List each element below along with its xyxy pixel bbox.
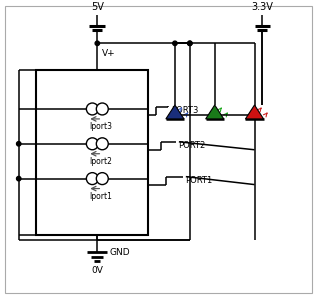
Text: PORT2: PORT2 bbox=[178, 141, 205, 150]
Text: V+: V+ bbox=[102, 49, 116, 58]
Circle shape bbox=[173, 41, 177, 45]
Circle shape bbox=[96, 103, 108, 115]
Text: GND: GND bbox=[109, 248, 130, 257]
Polygon shape bbox=[206, 105, 224, 119]
Circle shape bbox=[95, 41, 100, 45]
Text: 5V: 5V bbox=[91, 2, 104, 12]
Circle shape bbox=[86, 103, 98, 115]
Text: PORT3: PORT3 bbox=[171, 106, 198, 116]
Circle shape bbox=[96, 173, 108, 184]
Circle shape bbox=[86, 138, 98, 150]
Circle shape bbox=[16, 142, 21, 146]
Text: Iport1: Iport1 bbox=[89, 192, 112, 200]
Circle shape bbox=[96, 138, 108, 150]
Circle shape bbox=[86, 173, 98, 184]
Text: Iport3: Iport3 bbox=[89, 122, 112, 131]
Bar bbox=[36, 70, 148, 235]
Circle shape bbox=[188, 41, 192, 45]
Polygon shape bbox=[245, 105, 263, 119]
Text: 3.3V: 3.3V bbox=[251, 2, 273, 12]
Text: 0V: 0V bbox=[91, 266, 103, 275]
Circle shape bbox=[16, 176, 21, 181]
Text: Iport2: Iport2 bbox=[89, 157, 112, 166]
Polygon shape bbox=[166, 105, 184, 119]
FancyBboxPatch shape bbox=[5, 6, 312, 293]
Circle shape bbox=[188, 41, 192, 45]
Text: PORT1: PORT1 bbox=[185, 176, 212, 185]
